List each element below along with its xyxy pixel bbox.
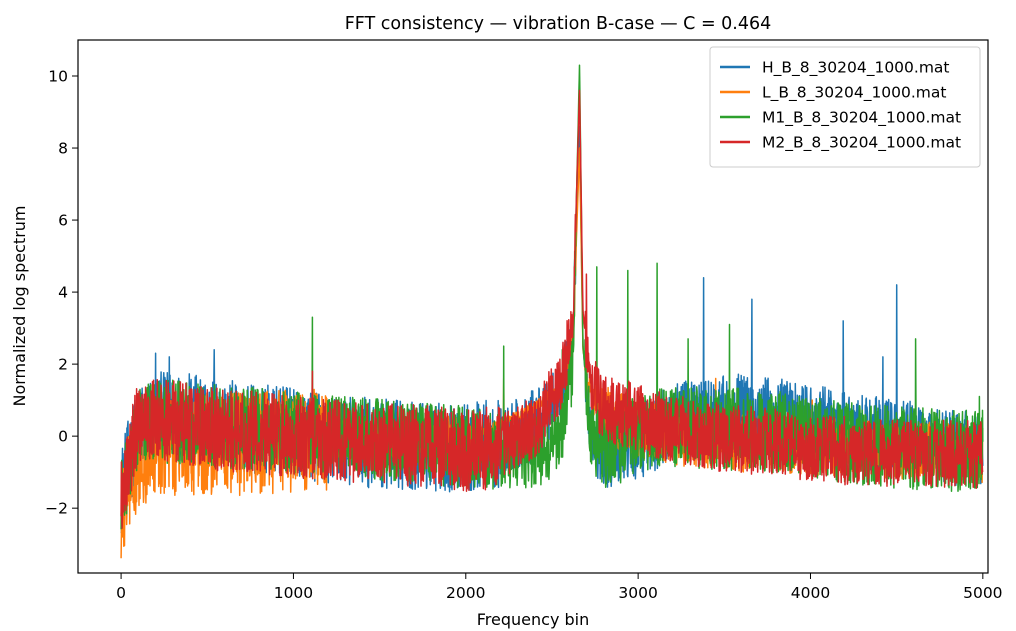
legend-label: M1_B_8_30204_1000.mat xyxy=(762,109,961,128)
y-axis: −2 0 2 4 6 8 10 xyxy=(45,68,78,518)
legend: H_B_8_30204_1000.mat L_B_8_30204_1000.mat… xyxy=(709,46,981,168)
legend-label: H_B_8_30204_1000.mat xyxy=(762,59,950,78)
chart-title: FFT consistency — vibration B-case — C =… xyxy=(345,14,772,34)
y-tick-label: 10 xyxy=(48,68,68,86)
legend-label: M2_B_8_30204_1000.mat xyxy=(762,134,961,153)
x-tick-label: 2000 xyxy=(446,584,485,602)
y-tick-label: 2 xyxy=(58,356,68,374)
x-tick-label: 4000 xyxy=(791,584,830,602)
plot-frame xyxy=(77,39,989,574)
y-tick-label: −2 xyxy=(45,500,68,518)
x-tick-label: 5000 xyxy=(963,584,1002,602)
x-tick-label: 3000 xyxy=(618,584,657,602)
legend-label: L_B_8_30204_1000.mat xyxy=(762,84,947,103)
series-line xyxy=(120,89,984,529)
x-axis-label: Frequency bin xyxy=(477,610,589,629)
legend-box xyxy=(709,46,981,168)
y-tick-label: 6 xyxy=(58,212,68,230)
y-axis-label: Normalized log spectrum xyxy=(10,205,29,406)
y-tick-label: 0 xyxy=(58,428,68,446)
y-tick-label: 4 xyxy=(58,284,68,302)
x-axis: 0 1000 2000 3000 4000 5000 xyxy=(116,573,1003,602)
y-tick-label: 8 xyxy=(58,140,68,158)
series-layer xyxy=(120,64,984,559)
x-tick-label: 1000 xyxy=(274,584,313,602)
x-tick-label: 0 xyxy=(116,584,126,602)
